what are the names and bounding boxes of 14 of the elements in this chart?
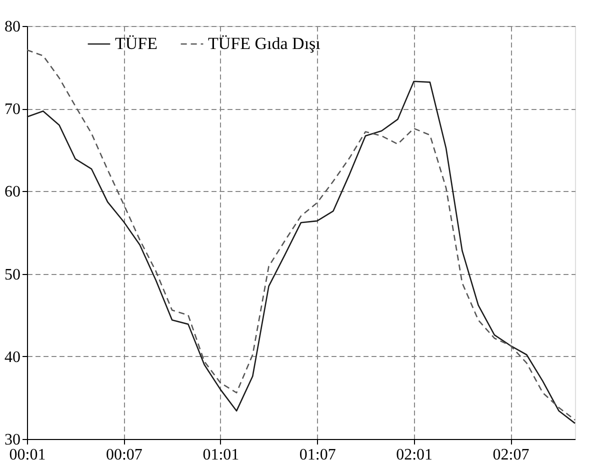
x-tick-label: 00:07 [106,446,142,464]
y-tick-label: 70 [4,101,20,118]
x-tick-label: 01:07 [299,446,336,464]
y-tick-label: 30 [4,432,20,448]
y-tick-label: 80 [4,18,20,36]
legend-label: TÜFE Gıda Dışı [208,34,321,53]
x-tick-label: 00:01 [9,446,46,464]
x-tick-label: 02:01 [396,446,433,464]
y-tick-label: 40 [4,348,20,366]
x-tick-label: 01:01 [202,446,240,464]
x-tick-label: 02:07 [492,446,530,464]
y-tick-label: 60 [4,184,20,201]
legend-label: TÜFE [115,34,158,53]
y-tick-label: 50 [4,266,20,284]
